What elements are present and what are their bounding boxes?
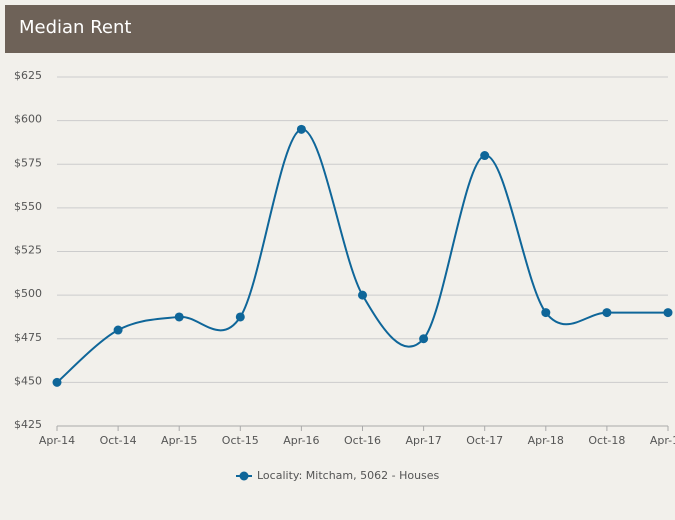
point <box>52 377 62 387</box>
x-tick-label: Oct-17 <box>466 434 503 447</box>
y-tick-label: $450 <box>14 374 42 387</box>
point <box>296 124 306 134</box>
header: Median Rent <box>5 5 675 53</box>
point <box>113 325 123 335</box>
point <box>174 312 184 322</box>
point <box>419 334 429 344</box>
point <box>358 290 367 300</box>
y-tick-label: $425 <box>14 418 42 431</box>
y-tick-label: $625 <box>14 69 42 82</box>
y-tick-label: $475 <box>14 331 42 344</box>
header-title: Median Rent <box>19 17 132 38</box>
x-tick-label: Apr-14 <box>39 434 75 447</box>
y-tick-label: $600 <box>14 113 42 126</box>
y-tick-label: $525 <box>14 244 42 257</box>
x-tick-label: Oct-15 <box>222 434 259 447</box>
point <box>541 308 551 318</box>
x-tick-label: Apr-15 <box>161 434 197 447</box>
legend-marker <box>239 471 249 481</box>
point <box>235 312 245 322</box>
x-tick-label: Oct-16 <box>344 434 381 447</box>
x-tick-label: Oct-18 <box>588 434 625 447</box>
line <box>56 128 668 384</box>
x-tick-label: Apr-19 <box>650 434 675 447</box>
x-tick-label: Apr-18 <box>528 434 564 447</box>
point <box>602 308 612 318</box>
x-tick-label: Apr-17 <box>405 434 441 447</box>
y-tick-label: $575 <box>14 156 42 169</box>
y-tick-label: $500 <box>14 287 42 300</box>
x-tick-label: Oct-14 <box>100 434 137 447</box>
x-tick-label: Apr-16 <box>283 434 319 447</box>
point <box>663 308 673 318</box>
legend-label: Locality: Mitcham, 5062 - Houses <box>257 469 440 482</box>
y-tick-label: $550 <box>14 200 42 213</box>
point <box>480 151 490 161</box>
